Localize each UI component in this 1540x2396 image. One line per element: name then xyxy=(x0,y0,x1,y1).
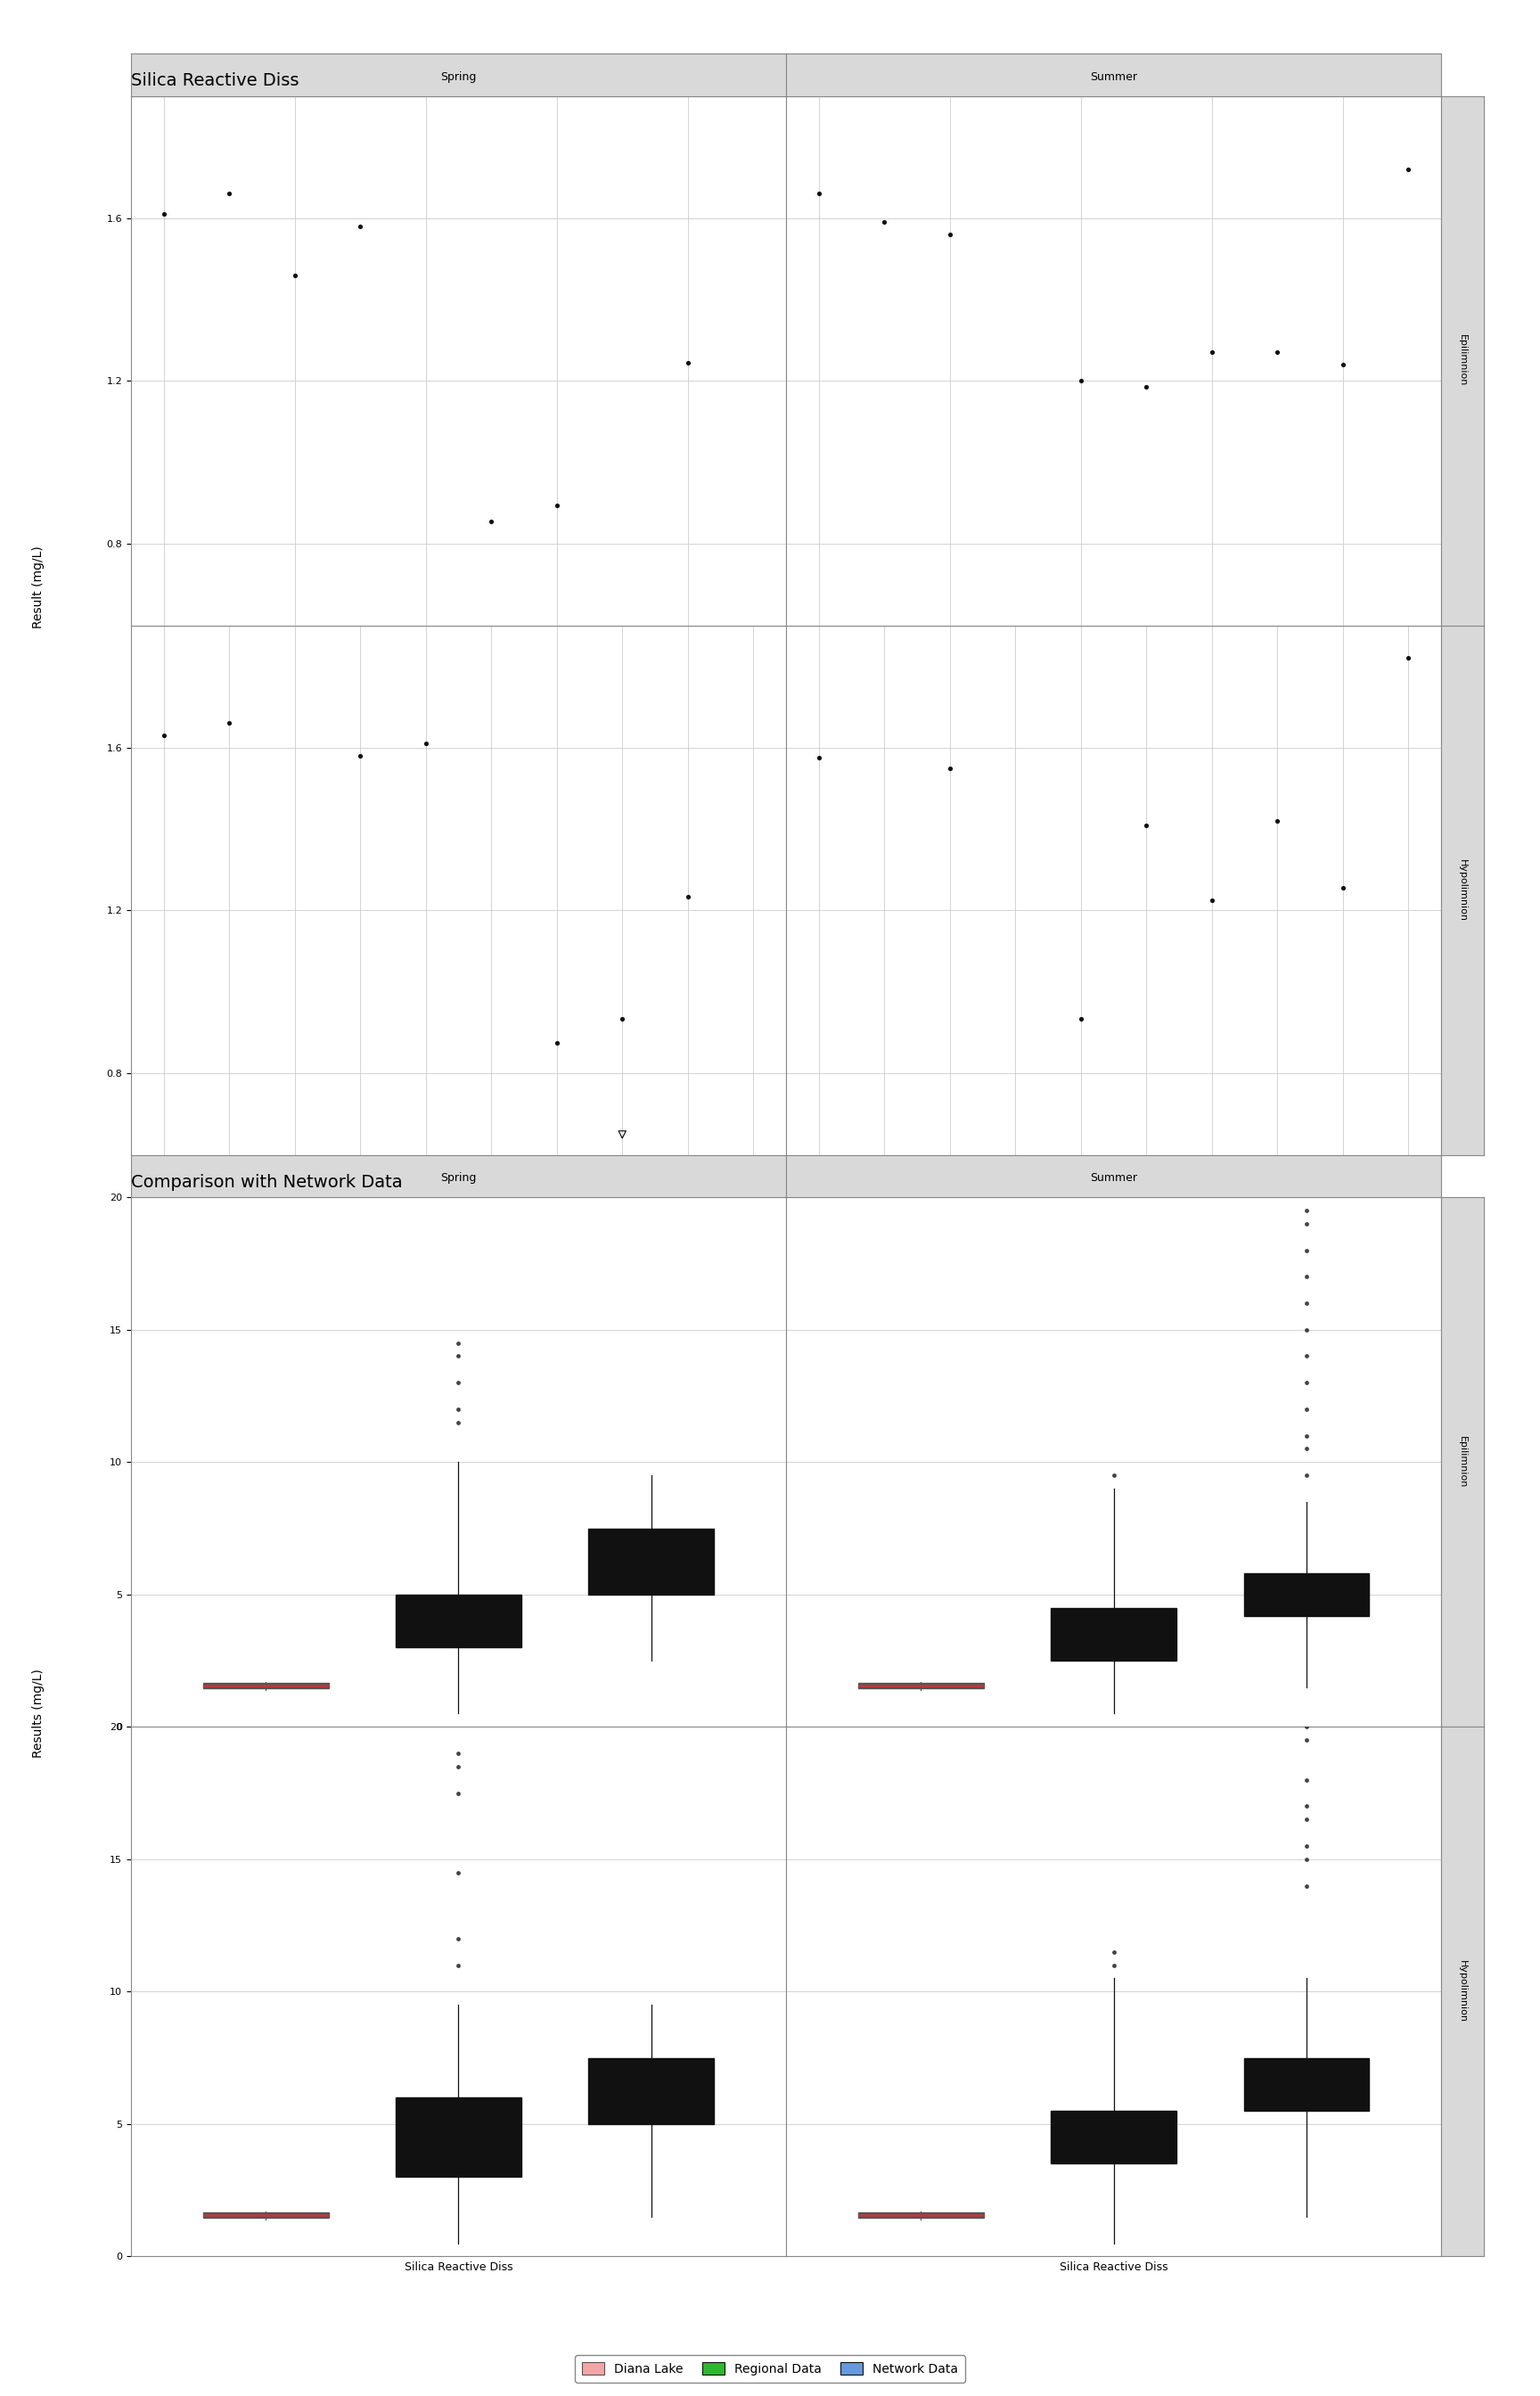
Point xyxy=(545,1023,570,1061)
PathPatch shape xyxy=(858,1682,984,1689)
Point xyxy=(938,750,962,788)
Point xyxy=(1069,999,1093,1037)
Point xyxy=(1397,640,1421,678)
Point xyxy=(1133,369,1158,407)
Point xyxy=(151,194,176,232)
Point xyxy=(479,503,504,541)
Point xyxy=(217,175,242,213)
PathPatch shape xyxy=(1050,1608,1177,1660)
PathPatch shape xyxy=(588,2058,715,2123)
Point xyxy=(1069,362,1093,400)
PathPatch shape xyxy=(203,1682,328,1689)
Point xyxy=(1397,151,1421,189)
PathPatch shape xyxy=(1050,2111,1177,2164)
X-axis label: Silica Reactive Diss: Silica Reactive Diss xyxy=(1060,2262,1167,2274)
Point xyxy=(151,716,176,755)
PathPatch shape xyxy=(1244,2058,1369,2111)
Text: Silica Reactive Diss: Silica Reactive Diss xyxy=(131,72,299,89)
Point xyxy=(413,724,437,762)
Point xyxy=(1200,882,1224,920)
PathPatch shape xyxy=(396,1593,521,1648)
PathPatch shape xyxy=(588,1529,715,1593)
PathPatch shape xyxy=(1244,1574,1369,1615)
Point xyxy=(938,216,962,254)
Point xyxy=(1200,333,1224,371)
Point xyxy=(676,877,701,915)
Point xyxy=(545,486,570,525)
Point xyxy=(807,738,832,776)
Point xyxy=(676,343,701,381)
Point xyxy=(1264,333,1289,371)
Point xyxy=(1331,345,1355,383)
Point xyxy=(282,256,306,295)
Text: Results (mg/L): Results (mg/L) xyxy=(32,1668,45,1759)
PathPatch shape xyxy=(203,2214,328,2219)
PathPatch shape xyxy=(396,2096,521,2178)
Point xyxy=(610,999,634,1037)
Legend: Diana Lake, Regional Data, Network Data: Diana Lake, Regional Data, Network Data xyxy=(574,2355,966,2382)
Point xyxy=(348,736,373,774)
Text: Result (mg/L): Result (mg/L) xyxy=(32,546,45,628)
Point xyxy=(217,704,242,743)
X-axis label: Silica Reactive Diss: Silica Reactive Diss xyxy=(405,2262,513,2274)
Point xyxy=(348,206,373,244)
Point xyxy=(1133,805,1158,843)
Point xyxy=(1331,870,1355,908)
PathPatch shape xyxy=(858,2214,984,2219)
Point xyxy=(807,175,832,213)
Point xyxy=(1264,803,1289,841)
Text: Comparison with Network Data: Comparison with Network Data xyxy=(131,1174,402,1191)
Point xyxy=(872,204,896,242)
Point xyxy=(610,1117,634,1155)
